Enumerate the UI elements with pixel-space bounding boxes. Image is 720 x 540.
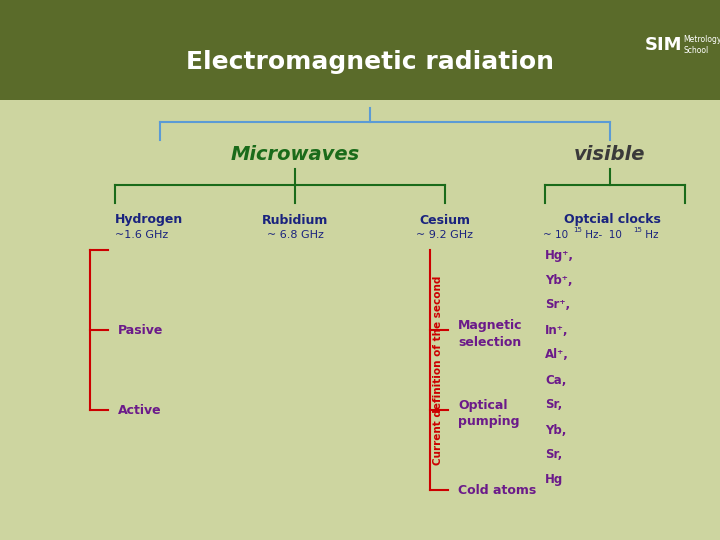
Text: Electromagnetic radiation: Electromagnetic radiation — [186, 50, 554, 74]
Text: Hydrogen: Hydrogen — [115, 213, 184, 226]
Text: selection: selection — [458, 335, 521, 348]
Text: Current definition of the second: Current definition of the second — [433, 275, 443, 465]
Text: Optical: Optical — [458, 399, 508, 411]
Text: SIM: SIM — [645, 36, 683, 54]
Text: pumping: pumping — [458, 415, 520, 429]
Text: Hg⁺,: Hg⁺, — [545, 248, 574, 261]
Text: visible: visible — [575, 145, 646, 165]
Text: Sr⁺,: Sr⁺, — [545, 299, 570, 312]
Bar — [0, 0, 720, 100]
Text: Optcial clocks: Optcial clocks — [564, 213, 660, 226]
Text: Ca,: Ca, — [545, 374, 567, 387]
Text: Cold atoms: Cold atoms — [458, 483, 536, 496]
Text: Metrology
School: Metrology School — [683, 35, 720, 56]
Text: Magnetic: Magnetic — [458, 319, 523, 332]
Text: Yb⁺,: Yb⁺, — [545, 273, 572, 287]
Text: Sr,: Sr, — [545, 449, 562, 462]
Text: Hz: Hz — [642, 230, 659, 240]
Text: ~ 6.8 GHz: ~ 6.8 GHz — [266, 230, 323, 240]
Text: Al⁺,: Al⁺, — [545, 348, 569, 361]
Text: 15: 15 — [633, 227, 642, 233]
Text: Sr,: Sr, — [545, 399, 562, 411]
Text: Microwaves: Microwaves — [230, 145, 359, 165]
Text: 15: 15 — [573, 227, 582, 233]
Text: ~ 10: ~ 10 — [543, 230, 568, 240]
Text: Yb,: Yb, — [545, 423, 567, 436]
Text: ~ 9.2 GHz: ~ 9.2 GHz — [416, 230, 474, 240]
Text: Rubidium: Rubidium — [262, 213, 328, 226]
Text: Hz-  10: Hz- 10 — [582, 230, 622, 240]
Text: Hg: Hg — [545, 474, 563, 487]
Text: Active: Active — [118, 403, 161, 416]
Text: In⁺,: In⁺, — [545, 323, 569, 336]
Text: Pasive: Pasive — [118, 323, 163, 336]
Text: Cesium: Cesium — [420, 213, 470, 226]
Text: ~1.6 GHz: ~1.6 GHz — [115, 230, 168, 240]
